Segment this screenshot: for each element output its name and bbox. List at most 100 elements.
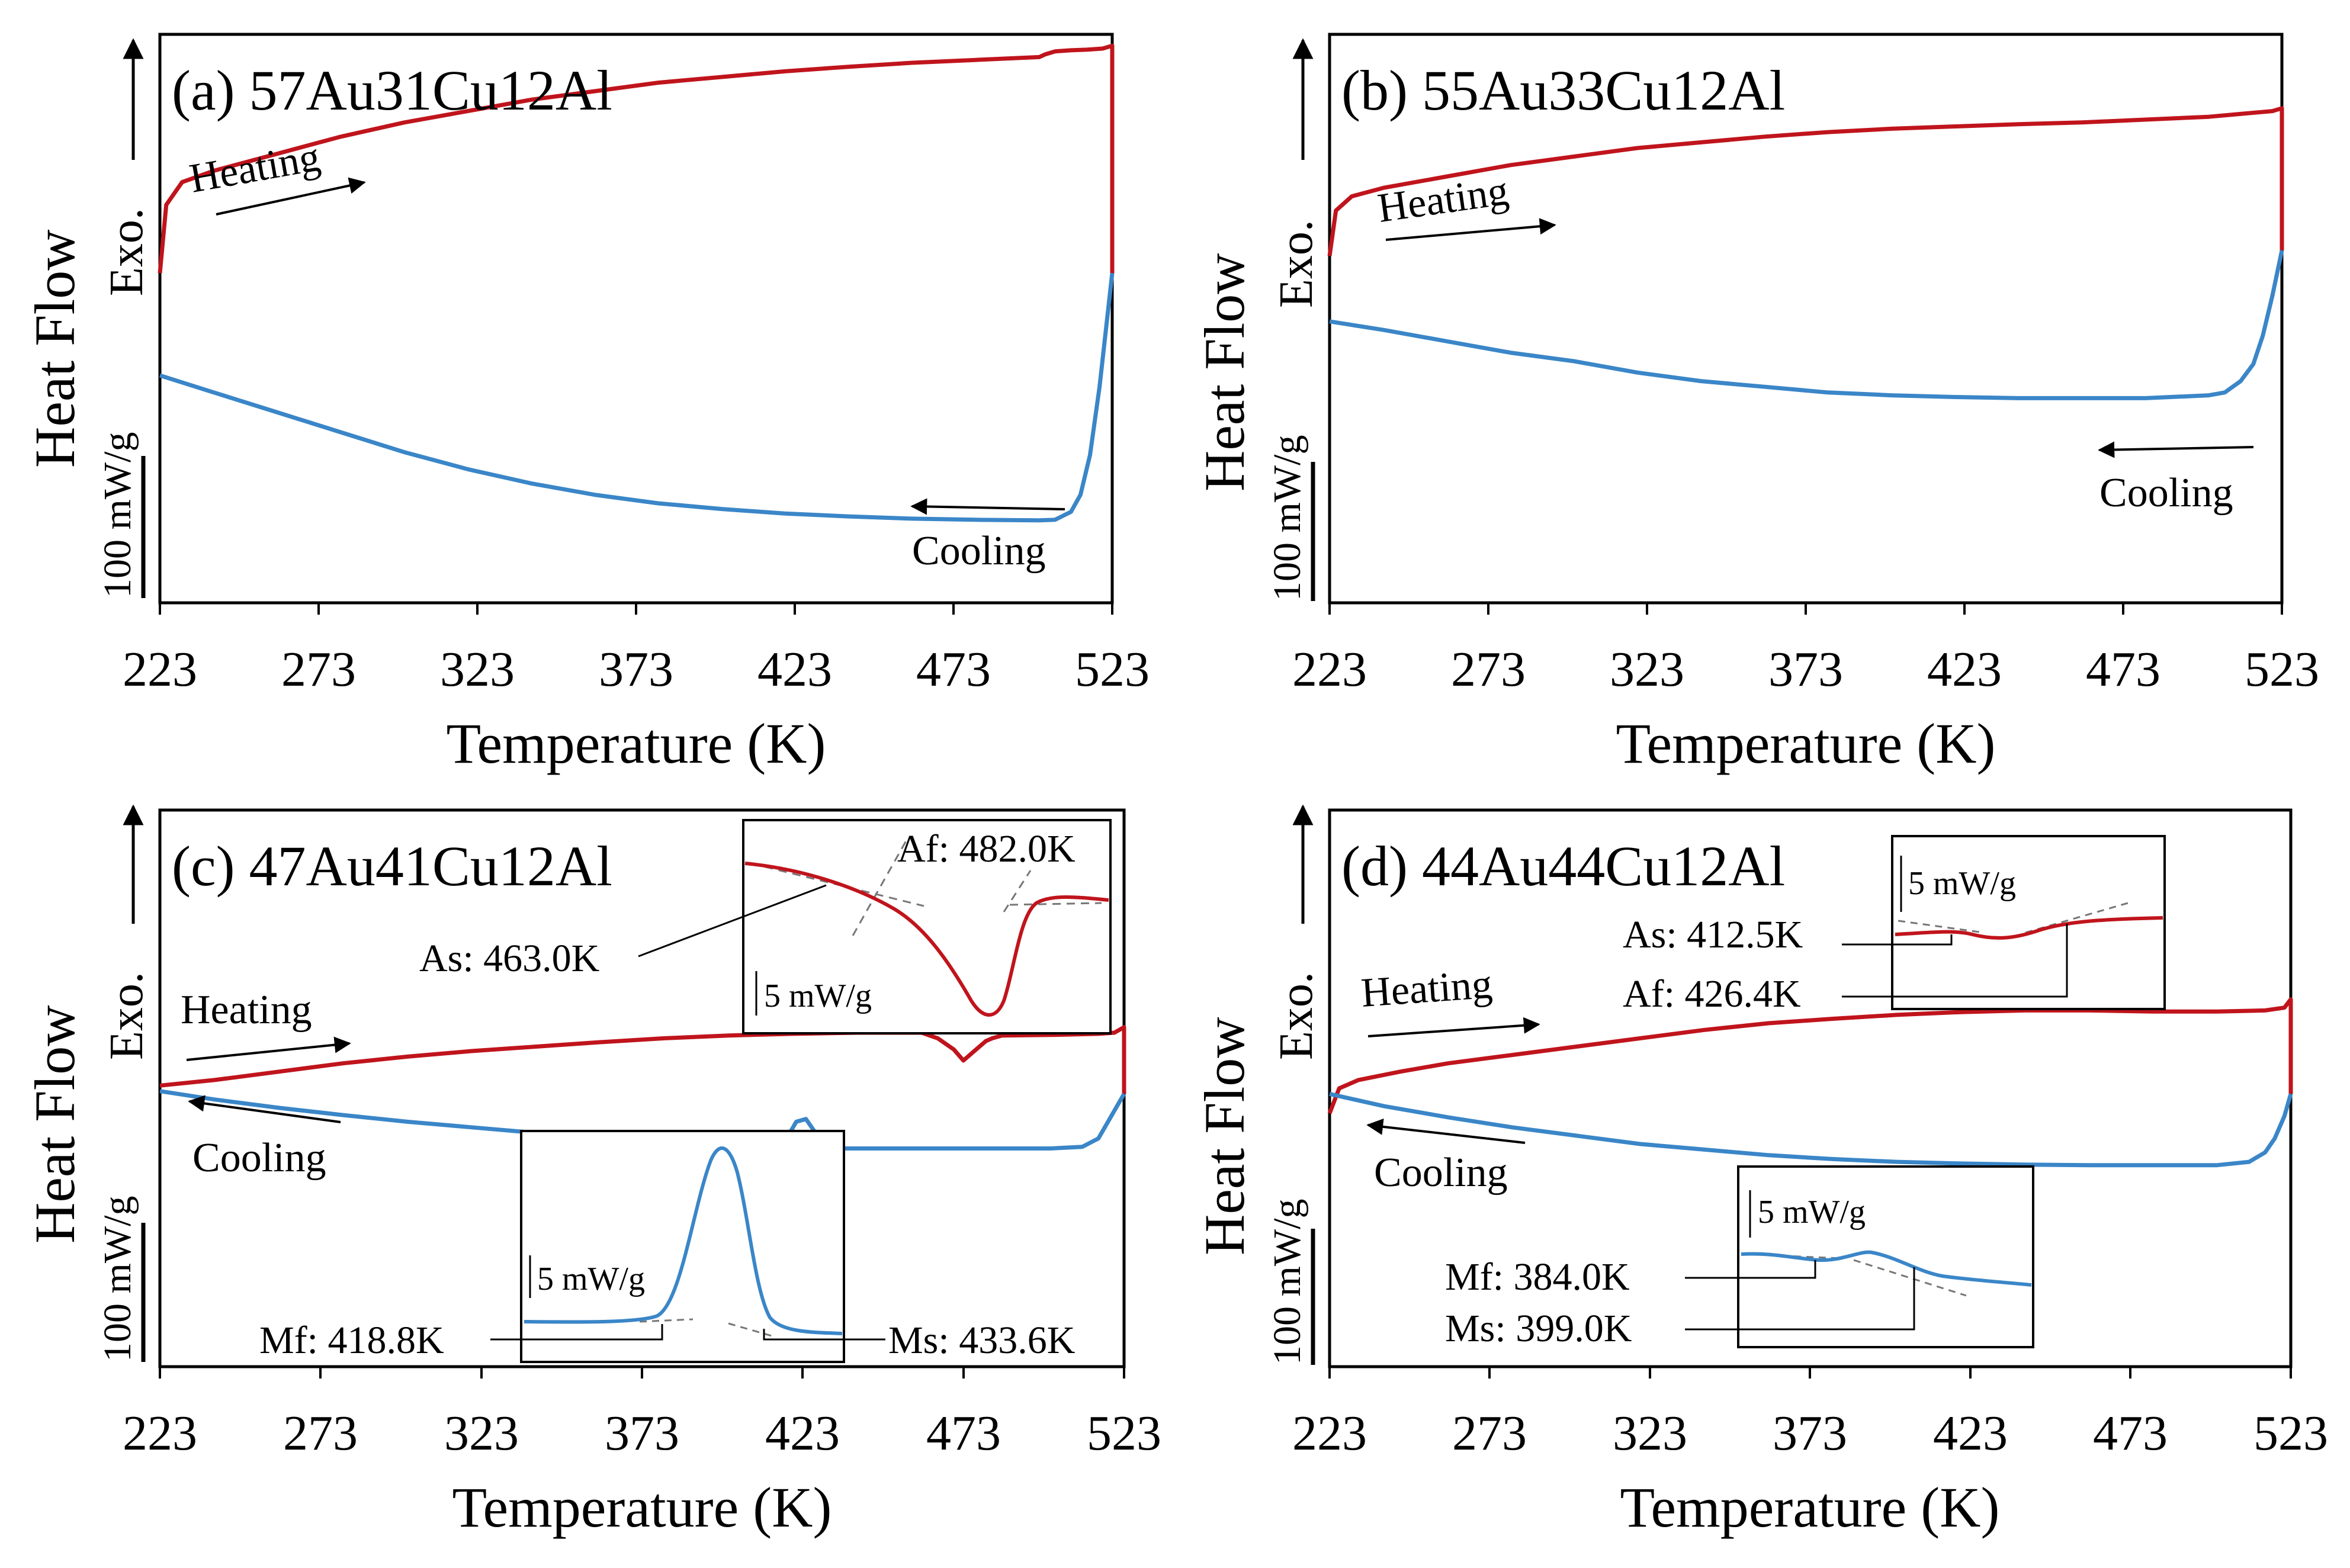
panel-b: (b) 55Au33Cu12Al Exo. Heat Flow 100 mW/g…	[1193, 33, 2319, 775]
panel-a: (a) 57Au31Cu12Al Exo. Heat Flow 100 mW/g…	[23, 33, 1150, 775]
panel-a-xtick-label: 323	[440, 642, 515, 697]
panel-c-inset-cooling-tangent	[639, 1318, 694, 1323]
panel-b-cooling-arrow	[2098, 441, 2254, 458]
panel-d-ylabel: Heat Flow	[1193, 1017, 1256, 1255]
panel-d-as-leader	[1842, 934, 1953, 946]
panel-a-xlabel: Temperature (K)	[447, 712, 826, 775]
panel-d-xtick-label: 473	[2093, 1406, 2168, 1461]
panel-b-xlabel: Temperature (K)	[1616, 712, 1996, 775]
panel-c-cooling-arrow	[188, 1095, 341, 1123]
panel-d-ms-label: Ms: 399.0K	[1445, 1307, 1632, 1350]
panel-d-inset-cooling: 5 mW/g	[1737, 1165, 2034, 1348]
panel-c-title: (c) 47Au41Cu12Al	[172, 834, 612, 898]
panel-d-series	[1327, 997, 2293, 1168]
panel-c-inset-cooling-scale: 5 mW/g	[537, 1261, 645, 1297]
panel-c-cooling-label: Cooling	[192, 1135, 326, 1181]
panel-c-inset-cooling: 5 mW/g	[520, 1130, 845, 1363]
panel-c-inset-heating-frame	[742, 819, 1112, 1034]
panel-c-xtick-label: 273	[283, 1406, 358, 1461]
panel-c-heating-label: Heating	[181, 987, 312, 1033]
panel-b-series	[1327, 106, 2284, 400]
panel-c-af-label: Af: 482.0K	[897, 827, 1076, 870]
panel-b-cooling-label: Cooling	[2099, 470, 2233, 516]
panel-d-exo-label: Exo.	[1270, 972, 1322, 1060]
panel-b-heating-arrow	[1385, 218, 1556, 241]
panel-c-inset-heating-tangent	[1003, 870, 1032, 912]
panel-b-xtick-label: 223	[1292, 642, 1367, 697]
panel-c-xticks: 223 273 323 373 423 473 523	[123, 1367, 1161, 1461]
panel-a-xtick-label: 473	[916, 642, 991, 697]
panel-d-inset-heating-curve	[1895, 916, 2163, 940]
panel-a-scale-label: 100 mW/g	[96, 432, 139, 598]
panel-d-inset-cooling-curve	[1741, 1250, 2032, 1287]
panel-b-xtick-label: 523	[2245, 642, 2319, 697]
panel-b-xtick-label: 273	[1451, 642, 1526, 697]
panel-b-ylabel: Heat Flow	[1193, 253, 1256, 491]
panel-d-xtick-label: 523	[2253, 1406, 2328, 1461]
panel-d-mf-label: Mf: 384.0K	[1445, 1255, 1630, 1299]
panel-d-inset-cooling-scale: 5 mW/g	[1758, 1194, 1866, 1230]
panel-b-cooling-curve	[1329, 250, 2284, 400]
panel-a-heating-label: Heating	[186, 134, 323, 201]
panel-c-as-leader	[638, 884, 827, 957]
panel-c-inset-heating-curve	[744, 862, 1109, 1017]
panel-c-xtick-label: 423	[765, 1406, 840, 1461]
panel-d-heating-arrow	[1367, 1017, 1540, 1037]
panel-a-ylabel: Heat Flow	[23, 229, 86, 468]
panel-c-heating-curve	[159, 1025, 1126, 1094]
panel-a-series	[158, 43, 1115, 523]
panel-c-xtick-label: 373	[605, 1406, 679, 1461]
panel-d-xtick-label: 223	[1292, 1406, 1367, 1461]
panel-a-xtick-label: 423	[757, 642, 832, 697]
panel-d-xtick-label: 323	[1613, 1406, 1687, 1461]
panel-c-mf-leader	[490, 1324, 663, 1341]
panel-a-cooling-label: Cooling	[912, 528, 1046, 574]
panel-c-inset-heating-tangent	[852, 840, 907, 936]
panel-d: (d) 44Au44Cu12Al Exo. Heat Flow 100 mW/g…	[1193, 804, 2328, 1539]
panel-a-xticks: 223 273 323 373 423 473 523	[123, 603, 1150, 697]
panel-c-xtick-label: 323	[444, 1406, 519, 1461]
panel-d-heating-label: Heating	[1360, 962, 1494, 1016]
panel-d-ms-leader	[1685, 1267, 1915, 1331]
panel-b-heating-curve	[1327, 106, 2284, 256]
panel-c-cooling-curve	[159, 1089, 1126, 1151]
panel-d-xtick-label: 423	[1933, 1406, 2008, 1461]
panel-c-xtick-label: 523	[1087, 1406, 1161, 1461]
panel-c-scale-label: 100 mW/g	[96, 1196, 139, 1362]
panel-a-xtick-label: 223	[123, 642, 197, 697]
panel-d-cooling-curve	[1329, 1091, 2293, 1168]
panel-b-xtick-label: 373	[1768, 642, 1843, 697]
panel-d-inset-heating-frame	[1891, 835, 2166, 1010]
panel-d-xlabel: Temperature (K)	[1620, 1476, 2000, 1539]
panel-c-heating-arrow	[186, 1036, 351, 1061]
panel-d-as-label: As: 412.5K	[1623, 913, 1803, 956]
panel-d-inset-heating-scale: 5 mW/g	[1908, 865, 2016, 902]
panel-b-heating-label: Heating	[1375, 168, 1511, 232]
panel-d-title: (d) 44Au44Cu12Al	[1341, 834, 1785, 898]
panel-c-xlabel: Temperature (K)	[452, 1476, 832, 1539]
panel-c-xtick-label: 223	[123, 1406, 197, 1461]
panel-a-title: (a) 57Au31Cu12Al	[172, 59, 612, 122]
panel-a-exo-label: Exo.	[101, 208, 153, 296]
panel-b-xtick-label: 423	[1927, 642, 2002, 697]
panel-d-af-leader	[1842, 924, 2068, 998]
panel-c-inset-cooling-curve	[524, 1146, 843, 1335]
panel-b-title: (b) 55Au33Cu12Al	[1341, 59, 1785, 122]
panel-d-scale-label: 100 mW/g	[1266, 1199, 1309, 1365]
panel-d-xtick-label: 373	[1773, 1406, 1847, 1461]
panel-c-inset-heating-tangent	[1009, 902, 1102, 906]
panel-d-af-label: Af: 426.4K	[1623, 972, 1801, 1016]
panel-c-inset-heating-scale: 5 mW/g	[764, 978, 872, 1014]
panel-d-xticks: 223 273 323 373 423 473 523	[1292, 1367, 2328, 1461]
panel-a-cooling-arrow	[910, 498, 1065, 515]
panel-c-ylabel: Heat Flow	[23, 1005, 86, 1244]
panel-c-inset-heating: 5 mW/g Af: 482.0K	[742, 819, 1112, 1034]
panel-d-xtick-label: 273	[1452, 1406, 1527, 1461]
panel-c-inset-cooling-tangent	[728, 1322, 776, 1338]
panel-d-heating-curve	[1327, 997, 2293, 1114]
panel-a-xtick-label: 273	[281, 642, 356, 697]
panel-a-heating-arrow	[216, 177, 366, 216]
panel-c-exo-label: Exo.	[101, 972, 153, 1060]
panel-a-xtick-label: 523	[1075, 642, 1150, 697]
